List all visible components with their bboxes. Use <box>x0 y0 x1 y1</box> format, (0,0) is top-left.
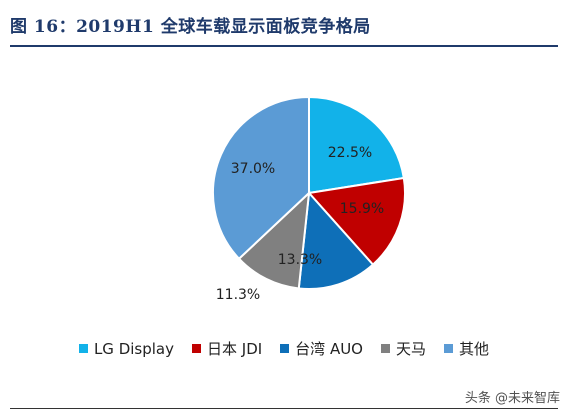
watermark-text: 头条 @未来智库 <box>464 391 560 406</box>
pie-slice <box>307 176 406 267</box>
pie-data-label: 37.0% <box>231 161 275 177</box>
pie-slice <box>212 95 310 261</box>
legend-swatch <box>381 344 390 353</box>
bottom-divider <box>10 408 558 409</box>
legend-label: 其他 <box>459 340 490 358</box>
legend-swatch <box>192 344 201 353</box>
legend-label: 台湾 AUO <box>295 340 363 358</box>
pie-slice <box>297 190 375 290</box>
legend-item: LG Display <box>78 339 174 358</box>
pie-data-label: 11.3% <box>216 287 260 303</box>
legend-item: 日本 JDI <box>192 338 262 359</box>
legend-swatch <box>444 344 454 353</box>
legend-item: 台湾 AUO <box>280 338 363 359</box>
pie-slice <box>308 95 405 195</box>
pie-data-label: 15.9% <box>340 201 384 217</box>
pie-slice <box>237 190 311 290</box>
legend-item: 其他 <box>444 338 489 359</box>
title-divider <box>10 45 558 47</box>
legend-label: 日本 JDI <box>207 340 263 358</box>
legend-label: LG Display <box>93 339 174 358</box>
legend-item: 天马 <box>381 338 426 359</box>
chart-legend: LG Display 日本 JDI 台湾 AUO 天马 其他 <box>10 338 558 359</box>
pie-data-label: 13.3% <box>278 252 322 268</box>
legend-swatch <box>280 344 290 353</box>
pie-data-label: 22.5% <box>328 145 372 161</box>
legend-swatch <box>78 344 88 353</box>
legend-label: 天马 <box>396 340 427 358</box>
figure-title: 图 16：2019H1 全球车载显示面板竞争格局 <box>10 17 371 37</box>
